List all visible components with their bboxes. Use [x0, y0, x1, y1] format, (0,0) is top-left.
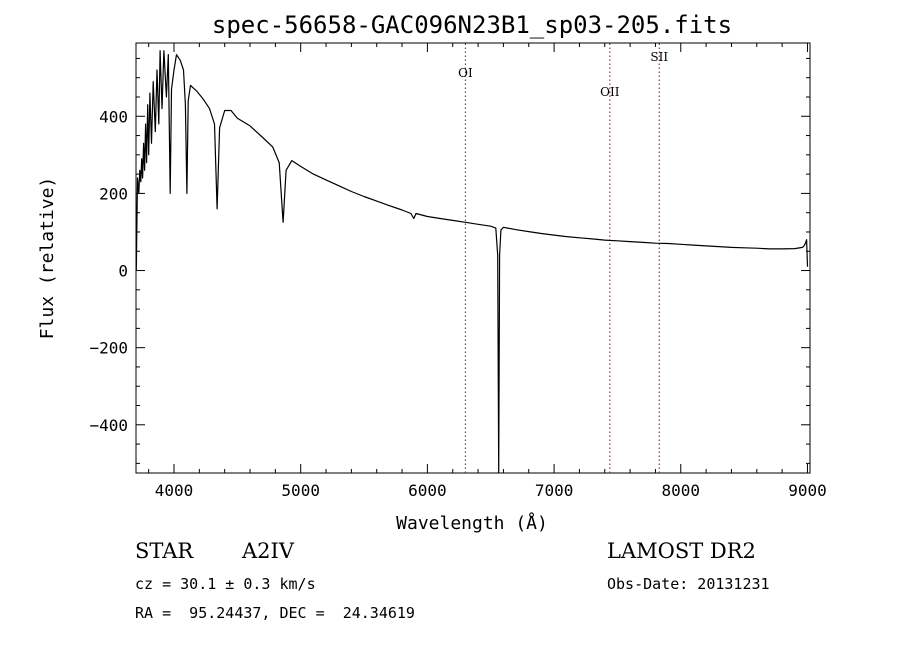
y-tick-label: 400 — [99, 107, 128, 126]
axis-tick-labels: 4000 5000 6000 7000 8000 9000 −400 −200 0 200 400 — [89, 107, 826, 500]
spectral-class: A2IV — [242, 539, 294, 563]
y-tick-label: 200 — [99, 184, 128, 203]
coordinates: RA = 95.24437, DEC = 24.34619 — [135, 604, 415, 622]
redshift-value: cz = 30.1 ± 0.3 km/s — [135, 575, 316, 593]
emission-line-markers: OI OII SII — [458, 43, 668, 473]
spectrum-line — [135, 50, 809, 474]
y-tick-label: −400 — [89, 416, 128, 435]
x-tick-label: 6000 — [408, 481, 447, 500]
survey-name: LAMOST DR2 — [607, 539, 756, 563]
x-axis-label: Wavelength (Å) — [396, 512, 548, 534]
axis-ticks — [136, 43, 810, 473]
y-tick-label: −200 — [89, 339, 128, 358]
x-tick-label: 7000 — [535, 481, 574, 500]
y-axis-label: Flux (relative) — [37, 177, 58, 340]
object-type: STAR — [135, 539, 194, 563]
emission-line-label: OII — [600, 85, 620, 99]
x-tick-label: 4000 — [155, 481, 194, 500]
x-tick-label: 8000 — [662, 481, 701, 500]
chart-title: spec-56658-GAC096N23B1_sp03-205.fits — [212, 11, 732, 39]
x-tick-label: 5000 — [281, 481, 320, 500]
emission-line-label: OI — [458, 66, 473, 80]
y-tick-label: 0 — [118, 262, 128, 281]
emission-line-label: SII — [650, 50, 668, 64]
x-tick-label: 9000 — [788, 481, 827, 500]
plot-frame — [135, 42, 811, 474]
observation-date: Obs-Date: 20131231 — [607, 575, 770, 593]
